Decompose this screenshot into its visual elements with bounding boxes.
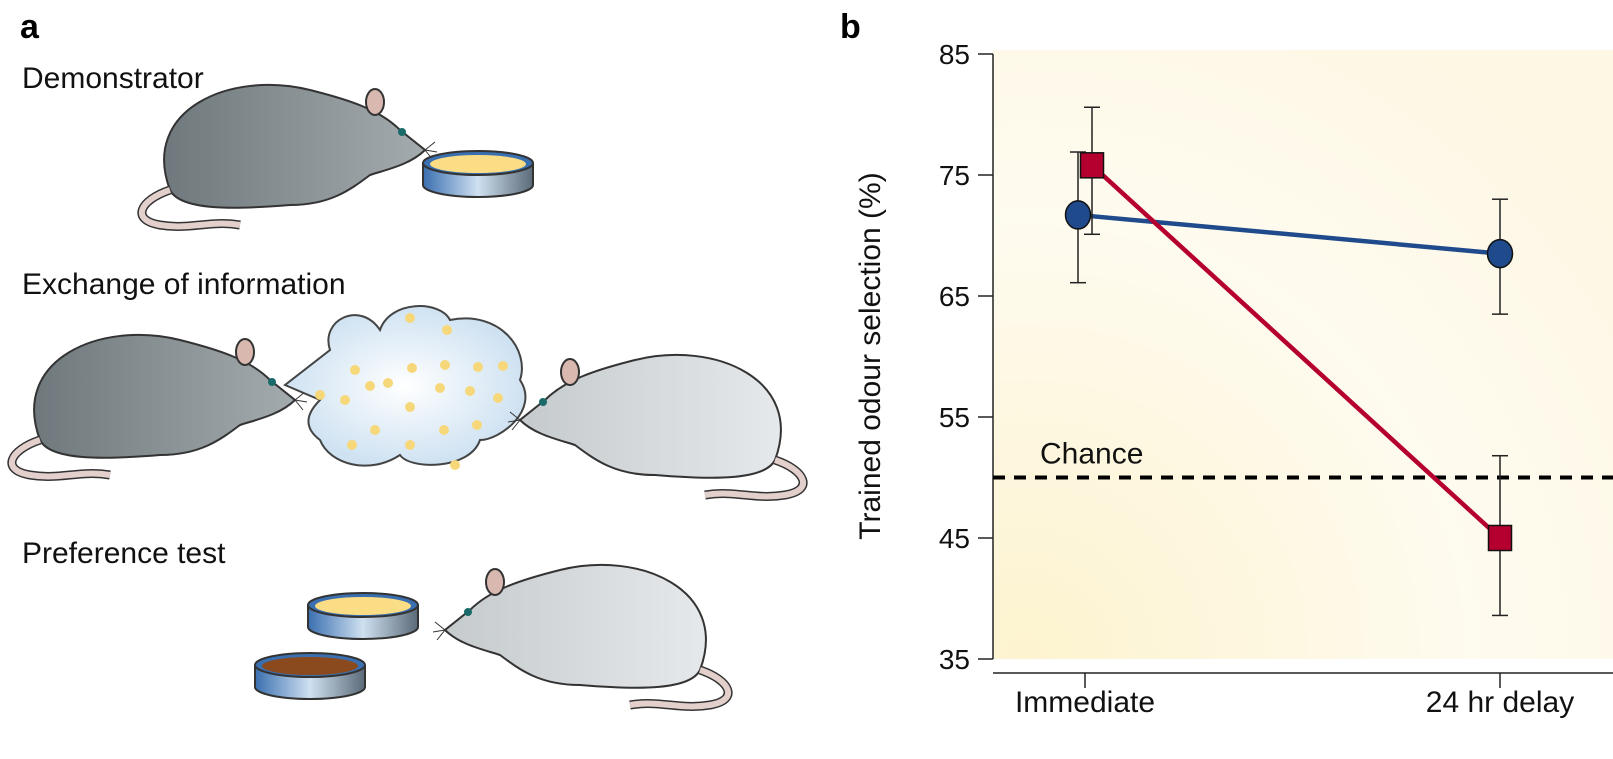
x-tick-label: 24 hr delay bbox=[1426, 686, 1574, 719]
series-circle bbox=[1064, 151, 1514, 315]
x-tick-label: Immediate bbox=[1015, 686, 1155, 719]
y-tick-label: 75 bbox=[939, 160, 970, 191]
y-tick-label: 85 bbox=[939, 39, 970, 70]
y-tick-label: 35 bbox=[939, 644, 970, 675]
y-axis-label: Trained odour selection (%) bbox=[854, 172, 887, 539]
series-line bbox=[1090, 163, 1502, 540]
data-point bbox=[1079, 152, 1105, 179]
series-line bbox=[1077, 212, 1501, 256]
plot-background bbox=[993, 50, 1613, 659]
step-demonstrator-label: Demonstrator bbox=[22, 62, 204, 95]
odour-cloud-icon bbox=[283, 305, 527, 470]
data-point bbox=[1064, 200, 1092, 230]
y-tick-label: 55 bbox=[939, 402, 970, 433]
step-exchange-label: Exchange of information bbox=[22, 268, 346, 301]
y-tick-label: 45 bbox=[939, 523, 970, 554]
data-point bbox=[1486, 238, 1514, 269]
chance-label: Chance bbox=[1040, 438, 1143, 471]
panel-a-letter: a bbox=[20, 8, 39, 46]
panel-a-illustration bbox=[0, 0, 840, 759]
y-tick-label: 65 bbox=[939, 281, 970, 312]
step-preference-label: Preference test bbox=[22, 537, 226, 570]
series-square bbox=[1079, 106, 1513, 617]
novel-food-dish-icon bbox=[254, 652, 366, 700]
panel-b-letter: b bbox=[840, 8, 861, 46]
data-point bbox=[1487, 524, 1513, 552]
